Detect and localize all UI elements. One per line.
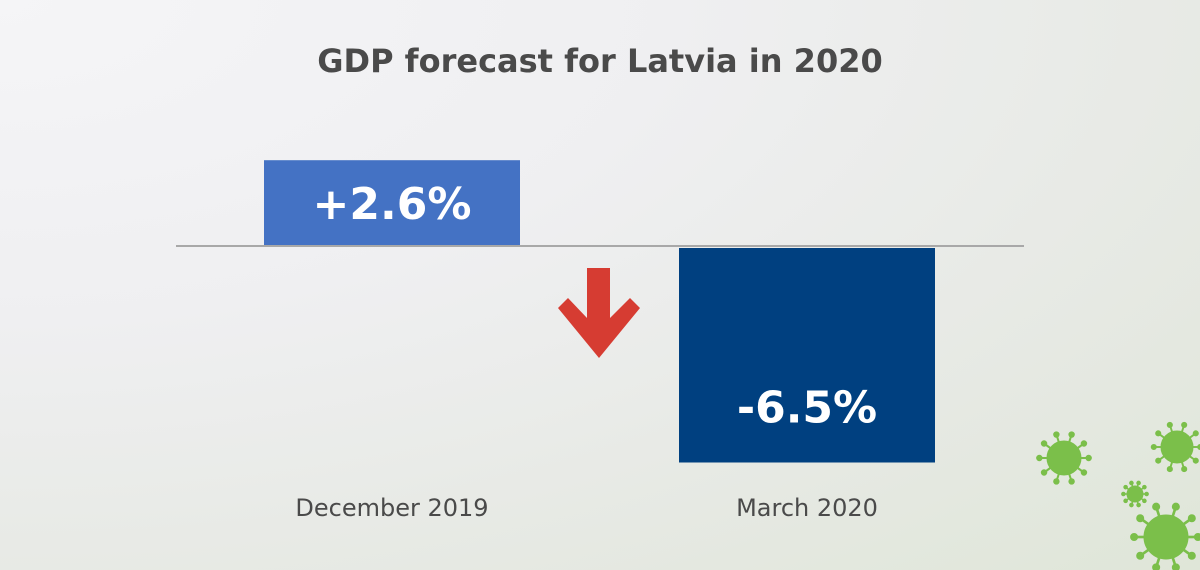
- bar-0: [264, 160, 520, 246]
- bar-value-label-1: -6.5%: [737, 383, 877, 434]
- labels-group: +2.6% December 2019 -6.5% March 2020: [295, 179, 878, 522]
- virus-decoration-group: [1036, 421, 1200, 570]
- bar-1: [679, 248, 935, 463]
- category-label-1: March 2020: [736, 494, 878, 522]
- virus-icon: [1121, 480, 1149, 508]
- virus-icon: [1130, 502, 1200, 570]
- virus-icon: [1150, 421, 1200, 473]
- bar-value-label-0: +2.6%: [313, 179, 472, 230]
- category-label-0: December 2019: [295, 494, 488, 522]
- bars-group: [264, 160, 935, 463]
- virus-icon: [1036, 431, 1092, 485]
- page-title: GDP forecast for Latvia in 2020: [317, 42, 883, 80]
- down-arrow-icon: [558, 268, 640, 358]
